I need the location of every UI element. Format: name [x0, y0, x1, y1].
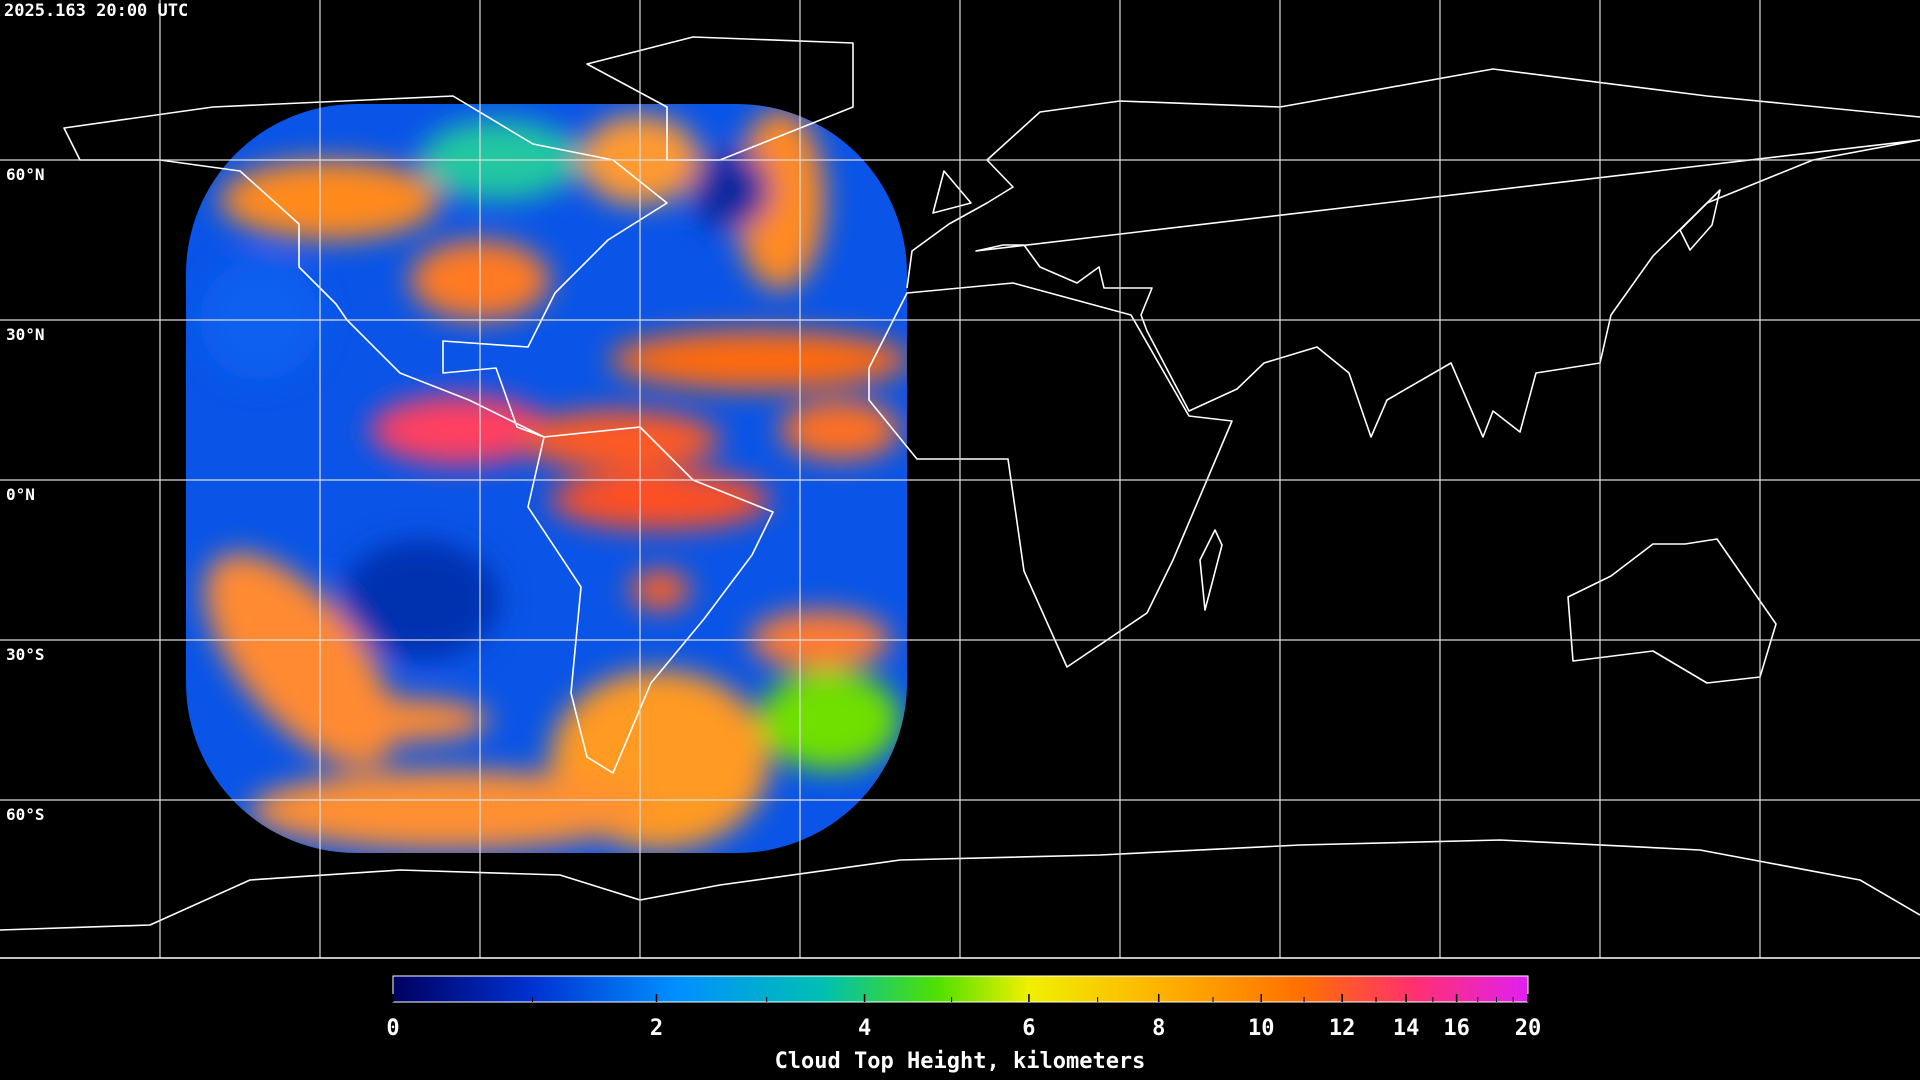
latitude-label: 30°N — [6, 325, 45, 344]
colorbar-tick-label: 20 — [1515, 1016, 1542, 1041]
colorbar-tick-label: 14 — [1393, 1016, 1420, 1041]
colorbar-tick-label: 10 — [1248, 1016, 1275, 1041]
coastlines — [0, 36, 1920, 931]
timestamp: 2025.163 20:00 UTC — [4, 1, 188, 21]
latitude-label: 30°S — [6, 645, 45, 664]
colorbar-tick-label: 0 — [386, 1016, 399, 1041]
latitude-label: 60°S — [6, 805, 45, 824]
latitude-label: 60°N — [6, 165, 45, 184]
colorbar-tick-label: 2 — [650, 1016, 663, 1041]
graticule: 60°N 30°N 0°N 30°S 60°S — [0, 0, 1920, 958]
coastline — [868, 282, 1233, 668]
colorbar — [392, 975, 1529, 1003]
coastline — [906, 68, 1920, 438]
colorbar-tick-label: 16 — [1443, 1016, 1470, 1041]
colorbar-label: Cloud Top Height, kilometers — [775, 1049, 1146, 1074]
cloud-imagery — [186, 104, 907, 853]
colorbar-ticks: 0 2 4 6 8 10 12 14 16 20 — [386, 994, 1541, 1041]
coastline — [0, 839, 1920, 931]
coastline — [932, 170, 1721, 611]
colorbar-tick-label: 6 — [1022, 1016, 1035, 1041]
colorbar-tick-label: 8 — [1152, 1016, 1165, 1041]
colorbar-tick-label: 4 — [858, 1016, 871, 1041]
coastline — [63, 95, 668, 438]
colorbar-tick-label: 12 — [1329, 1016, 1356, 1041]
coastline — [586, 36, 854, 161]
latitude-label: 0°N — [6, 485, 35, 504]
coastline — [1567, 538, 1777, 684]
